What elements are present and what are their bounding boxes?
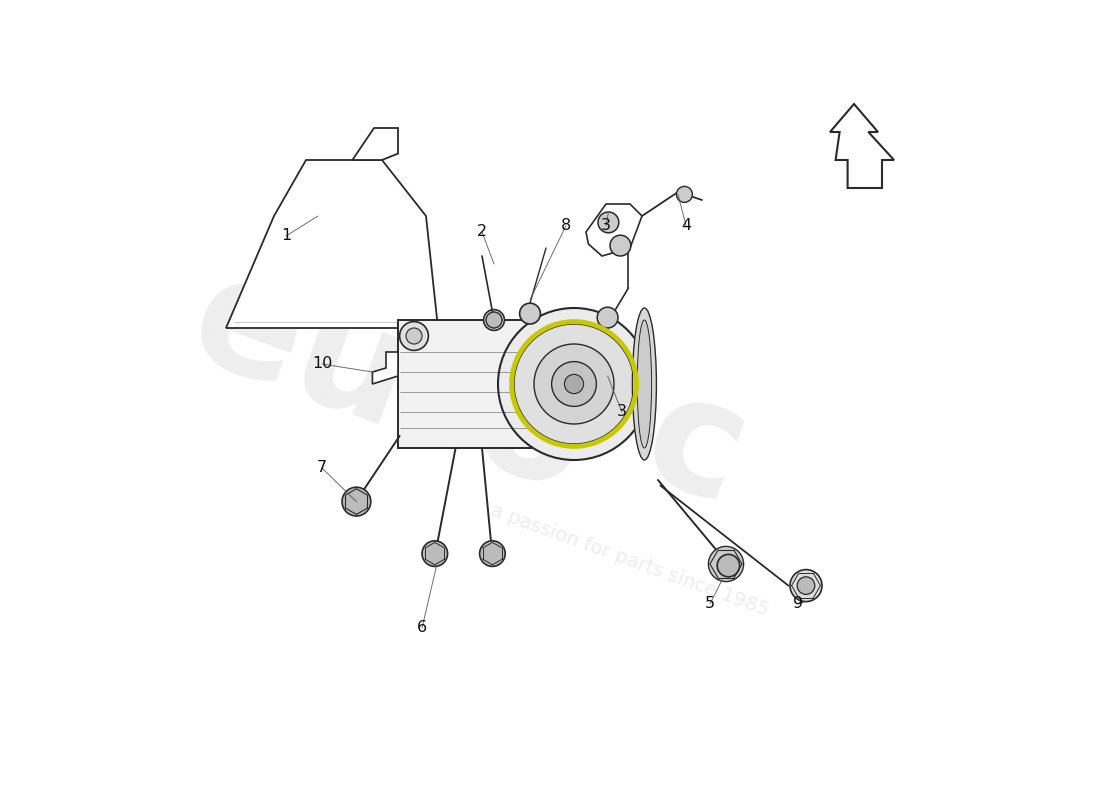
Circle shape [717, 554, 739, 577]
Circle shape [484, 310, 505, 330]
Circle shape [480, 541, 505, 566]
Text: 3: 3 [601, 218, 610, 233]
Circle shape [551, 362, 596, 406]
Circle shape [422, 541, 448, 566]
Circle shape [798, 577, 815, 594]
Circle shape [790, 570, 822, 602]
Circle shape [610, 235, 630, 256]
Text: 2: 2 [477, 225, 487, 239]
Circle shape [514, 324, 634, 444]
Text: a passion for parts since 1985: a passion for parts since 1985 [488, 501, 772, 619]
Ellipse shape [637, 320, 651, 448]
Circle shape [399, 322, 428, 350]
Circle shape [708, 546, 744, 582]
Circle shape [519, 303, 540, 324]
Circle shape [486, 312, 502, 328]
Text: 8: 8 [561, 218, 571, 233]
Circle shape [534, 344, 614, 424]
Text: 5: 5 [705, 597, 715, 611]
Polygon shape [398, 320, 566, 448]
Text: 6: 6 [417, 621, 427, 635]
Polygon shape [226, 160, 438, 328]
Text: 9: 9 [793, 597, 803, 611]
Polygon shape [373, 352, 398, 384]
Text: 7: 7 [317, 461, 327, 475]
Polygon shape [586, 204, 642, 256]
Polygon shape [830, 104, 894, 188]
Circle shape [498, 308, 650, 460]
Circle shape [342, 487, 371, 516]
Text: c: c [623, 359, 764, 537]
Text: 3: 3 [617, 405, 627, 419]
Circle shape [676, 186, 692, 202]
Text: 10: 10 [311, 357, 332, 371]
Circle shape [597, 307, 618, 328]
Text: euro: euro [170, 241, 609, 527]
Text: 4: 4 [681, 218, 691, 233]
Polygon shape [352, 128, 398, 160]
Circle shape [406, 328, 422, 344]
Ellipse shape [632, 308, 657, 460]
Circle shape [598, 212, 619, 233]
Circle shape [564, 374, 584, 394]
Text: 1: 1 [280, 229, 292, 243]
